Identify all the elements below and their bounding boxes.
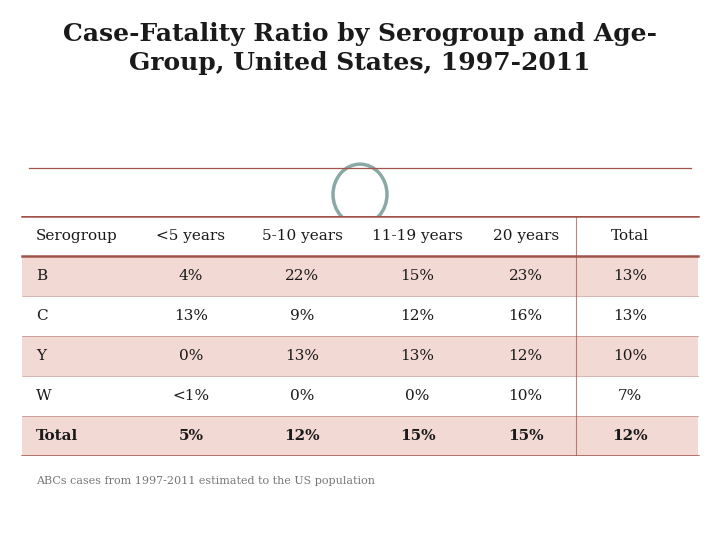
Text: 7%: 7% [618, 389, 642, 403]
Text: 13%: 13% [613, 269, 647, 283]
Text: <1%: <1% [172, 389, 210, 403]
Bar [22, 296, 698, 336]
Text: Total: Total [611, 229, 649, 243]
Text: <5 years: <5 years [156, 229, 225, 243]
Bar [22, 256, 698, 296]
Text: 16%: 16% [508, 309, 543, 323]
Text: 0%: 0% [179, 349, 203, 363]
Bar [22, 216, 698, 256]
Text: 15%: 15% [400, 429, 436, 443]
Bar [22, 416, 698, 456]
Text: 0%: 0% [290, 389, 315, 403]
Text: 23%: 23% [508, 269, 543, 283]
Text: W: W [36, 389, 52, 403]
Text: 5-10 years: 5-10 years [262, 229, 343, 243]
Text: 10%: 10% [508, 389, 543, 403]
Text: ABCs cases from 1997-2011 estimated to the US population: ABCs cases from 1997-2011 estimated to t… [36, 476, 375, 485]
Text: C: C [36, 309, 48, 323]
Text: 4%: 4% [179, 269, 203, 283]
Text: Y: Y [36, 349, 46, 363]
Text: 11-19 years: 11-19 years [372, 229, 463, 243]
Text: 13%: 13% [613, 309, 647, 323]
Text: 10%: 10% [613, 349, 647, 363]
Text: 13%: 13% [174, 309, 208, 323]
Text: 15%: 15% [400, 269, 435, 283]
Text: 12%: 12% [612, 429, 648, 443]
Text: 15%: 15% [508, 429, 544, 443]
Text: Total: Total [36, 429, 78, 443]
Text: Case-Fatality Ratio by Serogroup and Age-
Group, United States, 1997-2011: Case-Fatality Ratio by Serogroup and Age… [63, 22, 657, 75]
Text: 20 years: 20 years [492, 229, 559, 243]
Bar [22, 376, 698, 416]
Text: 12%: 12% [400, 309, 435, 323]
Text: B: B [36, 269, 47, 283]
Text: 13%: 13% [285, 349, 320, 363]
Bar [22, 336, 698, 376]
Text: 13%: 13% [400, 349, 435, 363]
Text: 12%: 12% [508, 349, 543, 363]
Text: 12%: 12% [284, 429, 320, 443]
Text: 9%: 9% [290, 309, 315, 323]
Text: 0%: 0% [405, 389, 430, 403]
Text: Serogroup: Serogroup [36, 229, 118, 243]
Text: 22%: 22% [285, 269, 320, 283]
Text: 5%: 5% [179, 429, 203, 443]
